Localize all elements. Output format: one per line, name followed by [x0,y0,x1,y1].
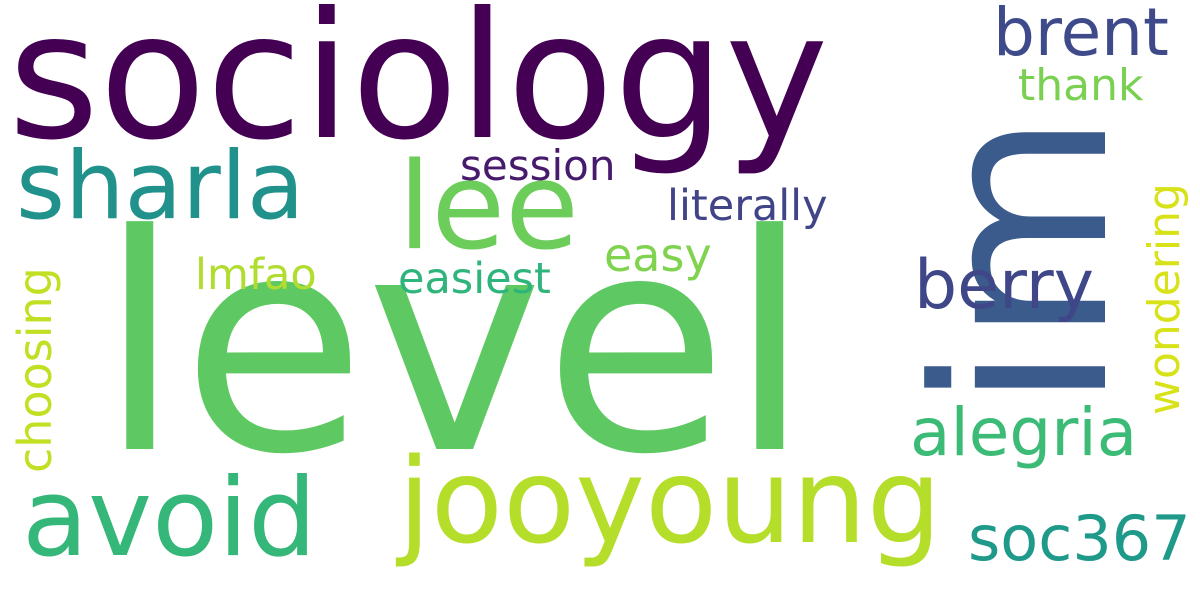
word-brent: brent [993,0,1169,71]
word-soc367: soc367 [968,502,1191,575]
word-thank: thank [1018,60,1144,111]
word-easy: easy [604,228,712,282]
word-wondering: wondering [1139,183,1190,415]
word-session: session [460,141,616,190]
word-berry: berry [914,246,1094,325]
word-alegria: alegria [910,394,1138,471]
word-level: level [98,171,812,520]
word-lmfao: lmfao [195,250,317,300]
word-choosing: choosing [8,267,62,473]
word-sociology: sociology [8,0,829,179]
word-easiest: easiest [398,254,551,304]
word-sharla: sharla [16,132,305,241]
word-avoid: avoid [22,456,317,581]
word-literally: literally [667,181,828,231]
word-jooyoung: jooyoung [398,432,942,570]
word-lee: lee [398,138,579,277]
